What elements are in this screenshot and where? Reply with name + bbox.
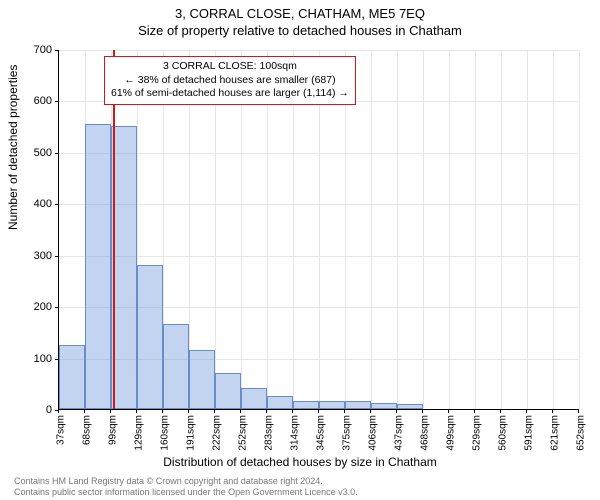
ytick-label: 200 (2, 301, 52, 313)
x-axis-label: Distribution of detached houses by size … (0, 455, 600, 469)
xtick-label: 99sqm (108, 415, 119, 445)
ytick-label: 0 (2, 404, 52, 416)
attribution-line2: Contains public sector information licen… (14, 487, 358, 498)
gridline-v (449, 50, 450, 409)
xtick-mark (188, 409, 189, 413)
ytick-mark (55, 307, 59, 308)
ytick-mark (55, 256, 59, 257)
xtick-mark (292, 409, 293, 413)
xtick-label: 529sqm (472, 415, 483, 451)
xtick-mark (162, 409, 163, 413)
xtick-label: 591sqm (524, 415, 535, 451)
xtick-label: 314sqm (290, 415, 301, 451)
xtick-mark (552, 409, 553, 413)
annotation-line2: ← 38% of detached houses are smaller (68… (111, 74, 349, 88)
gridline-v (397, 50, 398, 409)
attribution: Contains HM Land Registry data © Crown c… (14, 476, 358, 498)
chart-title: Size of property relative to detached ho… (0, 21, 600, 38)
xtick-mark (58, 409, 59, 413)
xtick-mark (214, 409, 215, 413)
xtick-label: 560sqm (498, 415, 509, 451)
xtick-mark (396, 409, 397, 413)
xtick-label: 37sqm (56, 415, 67, 445)
gridline-v (501, 50, 502, 409)
histogram-bar (267, 396, 293, 409)
gridline-v (579, 50, 580, 409)
histogram-bar (85, 124, 111, 409)
xtick-label: 283sqm (264, 415, 275, 451)
histogram-bar (241, 388, 267, 409)
ytick-mark (55, 204, 59, 205)
xtick-mark (110, 409, 111, 413)
xtick-mark (526, 409, 527, 413)
xtick-label: 499sqm (446, 415, 457, 451)
histogram-bar (189, 350, 215, 409)
histogram-bar (397, 404, 423, 409)
xtick-mark (370, 409, 371, 413)
xtick-mark (500, 409, 501, 413)
ytick-label: 700 (2, 44, 52, 56)
callout-annotation: 3 CORRAL CLOSE: 100sqm ← 38% of detached… (104, 56, 356, 105)
xtick-mark (136, 409, 137, 413)
ytick-label: 300 (2, 250, 52, 262)
attribution-line1: Contains HM Land Registry data © Crown c… (14, 476, 358, 487)
histogram-bar (137, 265, 163, 409)
ytick-mark (55, 50, 59, 51)
xtick-label: 437sqm (394, 415, 405, 451)
ytick-label: 500 (2, 147, 52, 159)
xtick-label: 252sqm (238, 415, 249, 451)
xtick-label: 68sqm (82, 415, 93, 445)
histogram-bar (111, 126, 137, 409)
xtick-label: 652sqm (576, 415, 587, 451)
gridline-v (423, 50, 424, 409)
chart-area: 3 CORRAL CLOSE: 100sqm ← 38% of detached… (58, 50, 578, 410)
xtick-mark (474, 409, 475, 413)
xtick-mark (448, 409, 449, 413)
histogram-bar (371, 403, 397, 409)
xtick-label: 621sqm (550, 415, 561, 451)
histogram-bar (59, 345, 85, 409)
histogram-bar (293, 401, 319, 409)
xtick-mark (422, 409, 423, 413)
xtick-label: 375sqm (342, 415, 353, 451)
ytick-label: 100 (2, 353, 52, 365)
xtick-mark (344, 409, 345, 413)
histogram-bar (215, 373, 241, 409)
ytick-label: 400 (2, 198, 52, 210)
supertitle: 3, CORRAL CLOSE, CHATHAM, ME5 7EQ (0, 0, 600, 21)
histogram-bar (319, 401, 345, 409)
xtick-label: 222sqm (212, 415, 223, 451)
ytick-mark (55, 153, 59, 154)
xtick-mark (240, 409, 241, 413)
xtick-label: 345sqm (316, 415, 327, 451)
xtick-label: 468sqm (420, 415, 431, 451)
annotation-line1: 3 CORRAL CLOSE: 100sqm (111, 60, 349, 74)
xtick-label: 191sqm (186, 415, 197, 451)
gridline-v (475, 50, 476, 409)
annotation-line3: 61% of semi-detached houses are larger (… (111, 87, 349, 101)
gridline-v (371, 50, 372, 409)
xtick-label: 160sqm (160, 415, 171, 451)
ytick-mark (55, 101, 59, 102)
gridline-v (553, 50, 554, 409)
histogram-bar (163, 324, 189, 409)
histogram-bar (345, 401, 371, 409)
xtick-mark (578, 409, 579, 413)
xtick-mark (266, 409, 267, 413)
xtick-label: 129sqm (134, 415, 145, 451)
xtick-mark (84, 409, 85, 413)
ytick-label: 600 (2, 95, 52, 107)
gridline-v (527, 50, 528, 409)
xtick-label: 406sqm (368, 415, 379, 451)
xtick-mark (318, 409, 319, 413)
